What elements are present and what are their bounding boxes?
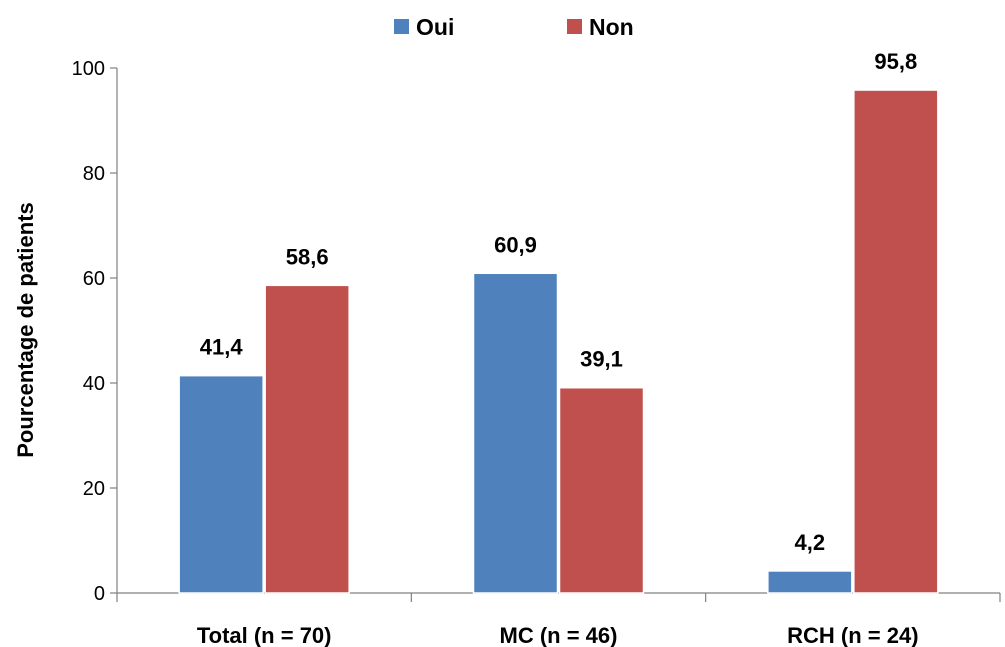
data-label-oui-1: 60,9 — [494, 232, 537, 257]
y-tick-label: 100 — [72, 58, 105, 80]
legend-swatch-non — [567, 19, 582, 34]
legend: Oui Non — [394, 14, 634, 40]
bars — [178, 89, 939, 594]
y-tick-label: 20 — [83, 478, 105, 500]
bar-non-1 — [558, 386, 645, 594]
x-category-label: MC (n = 46) — [500, 623, 618, 647]
y-axis-title: Pourcentage de patients — [13, 202, 38, 458]
data-label-non-2: 95,8 — [874, 49, 917, 74]
x-axis: Total (n = 70) MC (n = 46) RCH (n = 24) — [116, 592, 1001, 647]
y-tick-label: 0 — [94, 583, 105, 605]
bar-oui-0 — [178, 374, 264, 594]
data-label-oui-2: 4,2 — [795, 530, 826, 555]
legend-label-oui: Oui — [416, 14, 454, 40]
bar-oui-2 — [767, 570, 853, 594]
data-label-non-0: 58,6 — [286, 244, 329, 269]
bar-non-0 — [264, 284, 350, 594]
legend-label-non: Non — [589, 14, 634, 40]
y-axis: 0 20 40 60 80 100 — [72, 58, 118, 605]
y-tick-label: 80 — [83, 163, 105, 185]
bar-non-2 — [853, 89, 939, 594]
bar-oui-1 — [472, 272, 559, 594]
x-category-label: RCH (n = 24) — [787, 623, 918, 647]
y-tick-label: 60 — [83, 268, 105, 290]
data-label-non-1: 39,1 — [580, 347, 623, 372]
legend-swatch-oui — [394, 19, 409, 34]
y-tick-label: 40 — [83, 373, 105, 395]
data-label-oui-0: 41,4 — [200, 335, 244, 360]
data-labels: 41,4 58,6 60,9 39,1 4,2 95,8 — [200, 49, 917, 555]
x-category-label: Total (n = 70) — [197, 623, 332, 647]
